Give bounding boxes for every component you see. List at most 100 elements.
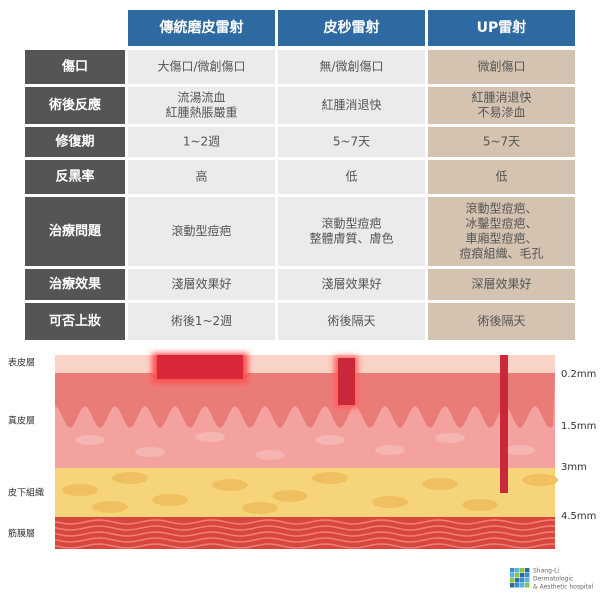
- cell-text: 大傷口/微創傷口: [157, 59, 245, 74]
- depth-label: 3mm: [561, 462, 587, 473]
- logo-mark: [510, 578, 515, 583]
- cell-text: 術後1~2週: [171, 314, 232, 328]
- cell-text: 滾動型痘疤、: [465, 201, 537, 216]
- row-label-cell: [25, 303, 125, 340]
- table-cell: [428, 127, 575, 157]
- logo-mark: [510, 583, 515, 588]
- cell-text: 低: [345, 170, 357, 184]
- cell-text: 流湯流血: [177, 91, 225, 105]
- fat-blob: [62, 484, 98, 496]
- logo-mark: [510, 573, 515, 578]
- logo-mark: [525, 578, 530, 583]
- fat-blob: [152, 494, 188, 506]
- table-cell: [428, 303, 575, 340]
- cell-text: 車廂型痘疤、: [465, 231, 537, 246]
- cell-text: 整體膚質、膚色: [309, 231, 393, 246]
- cell-text: 深層效果好: [471, 276, 531, 291]
- cell-text: 無/微創傷口: [319, 59, 383, 74]
- fat-blob: [522, 474, 558, 486]
- logo-text: Dermatologic: [533, 576, 573, 583]
- fascia-stripe: [54, 531, 556, 537]
- table-cell: [128, 127, 275, 157]
- dermis-blob: [315, 435, 345, 445]
- table-cell: [278, 160, 425, 194]
- table-cell: [278, 197, 425, 266]
- fascia-stripe: [54, 525, 556, 531]
- fascia-stripe: [54, 543, 556, 549]
- dermis-blob: [435, 433, 465, 443]
- logo-mark: [515, 583, 520, 588]
- header-text: 傳統磨皮雷射: [159, 19, 244, 36]
- cell-text: 紅腫消退快: [471, 91, 531, 105]
- fascia-stripe: [54, 537, 556, 543]
- fat-blob: [372, 496, 408, 508]
- cell-text: 紅腫熱脹嚴重: [165, 106, 237, 120]
- logo-mark: [525, 573, 530, 578]
- logo-mark: [525, 568, 530, 573]
- cell-text: 滾動型痘疤: [321, 216, 381, 231]
- depth-label: 1.5mm: [561, 421, 596, 432]
- dermis-blob: [75, 435, 105, 445]
- table-cell: [278, 303, 425, 340]
- table-cell: [428, 197, 575, 266]
- cell-text: 痘痕組織、毛孔: [459, 246, 543, 261]
- logo-mark: [520, 568, 525, 573]
- layer-label: 皮下組織: [8, 487, 44, 499]
- fat-blob: [312, 472, 348, 484]
- table-cell: [128, 160, 275, 194]
- dermis-blob: [505, 445, 535, 455]
- layer-label: 表皮層: [8, 357, 35, 369]
- row-label: 治療問題: [49, 223, 102, 239]
- logo-mark: [520, 583, 525, 588]
- row-label-cell: [25, 50, 125, 84]
- table-cell: [428, 87, 575, 124]
- table-cell: [428, 160, 575, 194]
- fascia: [55, 515, 555, 549]
- table-cell: [428, 50, 575, 84]
- cell-text: 5~7天: [483, 135, 520, 149]
- cell-text: 術後隔天: [477, 314, 525, 328]
- row-label: 可否上妝: [49, 313, 101, 329]
- header-text: 皮秒雷射: [323, 19, 380, 36]
- header-cell: [428, 10, 575, 46]
- row-label-cell: [25, 197, 125, 266]
- depth-label: 4.5mm: [561, 511, 596, 522]
- header-cell: [278, 10, 425, 46]
- fat-blob: [462, 499, 498, 511]
- cell-text: 淺層效果好: [171, 276, 231, 291]
- row-label: 術後反應: [48, 97, 101, 113]
- depth-label: 0.2mm: [561, 369, 596, 380]
- row-label-cell: [25, 87, 125, 124]
- laser-pico: [338, 358, 355, 405]
- layer-label: 筋膜層: [8, 528, 35, 540]
- dermis-blob: [375, 445, 405, 455]
- logo-text: & Aesthetic hospital: [533, 584, 594, 591]
- cell-text: 微創傷口: [477, 59, 525, 74]
- table-cell: [278, 87, 425, 124]
- table-cell: [278, 269, 425, 300]
- fat-blob: [272, 490, 308, 502]
- cell-text: 不易滲血: [477, 106, 525, 120]
- cell-text: 低: [495, 170, 507, 184]
- table-cell: [128, 197, 275, 266]
- epidermis: [55, 355, 555, 373]
- logo-mark: [515, 568, 520, 573]
- dermis-upper: [55, 373, 555, 428]
- logo-text: Shang-Li: [533, 568, 559, 575]
- table-cell: [278, 50, 425, 84]
- header-cell: [128, 10, 275, 46]
- laser-up: [500, 355, 508, 493]
- cell-text: 滾動型痘疤: [171, 223, 231, 238]
- row-label: 修復期: [54, 134, 94, 150]
- row-label: 治療效果: [49, 276, 101, 292]
- row-label: 傷口: [61, 59, 88, 75]
- table-cell: [128, 269, 275, 300]
- cell-text: 冰鑿型痘疤、: [465, 216, 537, 231]
- logo-mark: [515, 578, 520, 583]
- row-label: 反黑率: [55, 169, 94, 185]
- logo-mark: [525, 583, 530, 588]
- cell-text: 5~7天: [333, 135, 370, 149]
- fat-blob: [112, 472, 148, 484]
- fat-blob: [242, 502, 278, 514]
